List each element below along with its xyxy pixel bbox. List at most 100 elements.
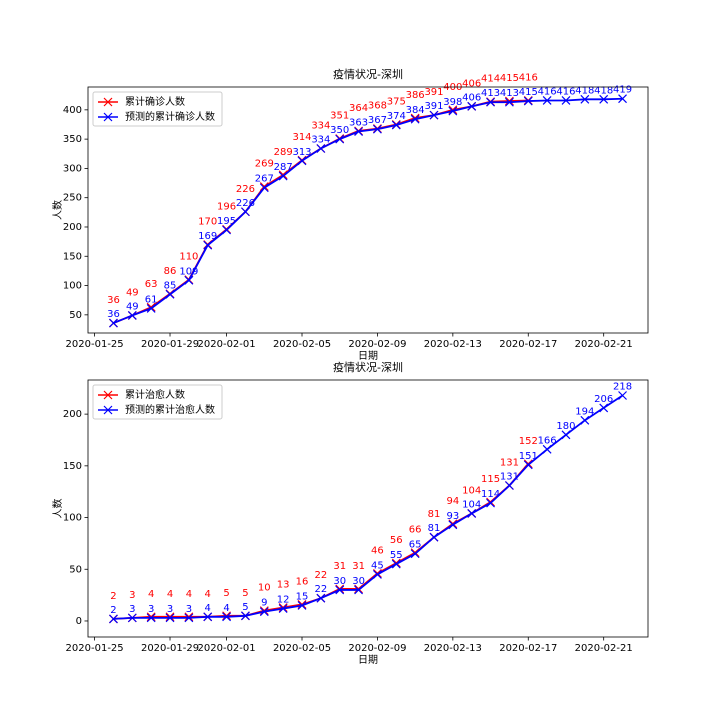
point-marker	[335, 585, 345, 595]
point-marker	[184, 612, 194, 622]
data-label: 384	[406, 105, 425, 116]
legend-box	[92, 384, 223, 420]
x-tick-label: 2020-02-13	[424, 339, 482, 350]
data-label: 110	[179, 252, 198, 263]
data-label: 66	[409, 525, 422, 536]
data-label: 194	[575, 406, 594, 417]
y-tick-label: 200	[63, 222, 82, 233]
point-marker	[297, 601, 307, 610]
x-tick-label: 2020-02-17	[499, 339, 557, 350]
x-tick-label: 2020-01-25	[66, 339, 124, 350]
data-label: 152	[519, 436, 538, 447]
data-label: 269	[255, 159, 274, 170]
data-label: 45	[371, 560, 384, 571]
data-label: 416	[556, 86, 575, 97]
chart-title: 疫情状况-深圳	[333, 67, 403, 81]
data-label: 5	[242, 588, 248, 599]
data-label: 218	[613, 382, 632, 393]
data-label: 56	[390, 535, 403, 546]
x-tick-label: 2020-02-13	[424, 643, 482, 654]
chart-title: 疫情状况-深圳	[333, 360, 403, 374]
point-marker	[203, 612, 213, 622]
data-label: 36	[107, 309, 120, 320]
data-label: 413	[481, 88, 500, 99]
data-label: 30	[333, 576, 346, 587]
data-label: 226	[236, 184, 255, 195]
y-tick-label: 150	[63, 461, 82, 472]
y-tick-label: 150	[63, 251, 82, 262]
data-label: 406	[462, 78, 481, 89]
data-label: 363	[349, 118, 368, 129]
data-label: 12	[277, 595, 290, 606]
point-marker	[146, 612, 156, 622]
data-label: 406	[462, 92, 481, 103]
legend-marker	[103, 405, 113, 415]
point-marker	[203, 240, 213, 250]
x-tick-label: 2020-02-17	[499, 643, 557, 654]
data-label: 313	[292, 147, 311, 158]
data-label: 170	[198, 217, 217, 228]
data-label: 351	[330, 111, 349, 122]
point-marker	[184, 613, 194, 623]
legend-label: 预测的累计治愈人数	[125, 403, 215, 416]
x-tick-label: 2020-02-01	[198, 339, 256, 350]
point-marker	[165, 613, 175, 623]
data-label: 85	[164, 280, 177, 291]
data-label: 206	[594, 394, 613, 405]
point-marker	[391, 120, 401, 130]
data-label: 9	[261, 598, 267, 609]
data-label: 22	[314, 570, 327, 581]
point-marker	[561, 430, 571, 440]
data-label: 419	[613, 85, 632, 96]
data-label: 364	[349, 103, 368, 114]
x-tick-label: 2020-02-21	[575, 643, 633, 654]
data-label: 151	[519, 451, 538, 462]
data-label: 391	[424, 101, 443, 112]
point-marker	[127, 311, 137, 320]
point-marker	[222, 225, 232, 235]
data-label: 5	[223, 588, 229, 599]
y-tick-label: 300	[63, 163, 82, 174]
point-marker	[259, 607, 269, 617]
point-marker	[504, 97, 514, 107]
data-label: 16	[296, 576, 309, 587]
data-label: 10	[258, 583, 271, 594]
x-tick-label: 2020-01-29	[141, 643, 199, 654]
y-tick-label: 100	[63, 281, 82, 292]
point-marker	[222, 612, 232, 622]
y-tick-label: 50	[69, 310, 82, 321]
data-label: 169	[198, 231, 217, 242]
data-label: 166	[538, 435, 557, 446]
data-label: 416	[538, 86, 557, 97]
data-label: 180	[556, 421, 575, 432]
y-tick-label: 400	[63, 105, 82, 116]
data-label: 398	[443, 97, 462, 108]
data-label: 416	[519, 72, 538, 83]
point-marker	[354, 585, 363, 595]
data-label: 94	[446, 496, 459, 507]
x-tick-label: 2020-02-05	[273, 643, 331, 654]
data-label: 65	[409, 540, 422, 551]
data-label: 49	[126, 287, 139, 298]
data-label: 4	[205, 589, 211, 600]
x-tick-label: 2020-01-29	[141, 339, 199, 350]
point-marker	[580, 415, 590, 425]
point-marker	[109, 318, 118, 328]
point-marker	[523, 96, 533, 106]
point-marker	[504, 481, 514, 490]
point-marker	[523, 460, 533, 470]
data-label: 415	[500, 73, 519, 84]
point-marker	[297, 599, 307, 609]
data-label: 86	[164, 266, 177, 277]
data-label: 267	[255, 174, 274, 185]
x-tick-label: 2020-02-21	[575, 339, 633, 350]
data-label: 386	[406, 90, 425, 101]
legend-label: 累计治愈人数	[125, 388, 185, 401]
x-tick-label: 2020-01-25	[66, 643, 124, 654]
point-marker	[429, 532, 439, 542]
point-marker	[467, 508, 477, 518]
data-label: 3	[167, 604, 173, 615]
data-label: 2	[110, 605, 116, 616]
data-label: 375	[387, 96, 406, 107]
x-tick-label: 2020-02-09	[348, 643, 406, 654]
